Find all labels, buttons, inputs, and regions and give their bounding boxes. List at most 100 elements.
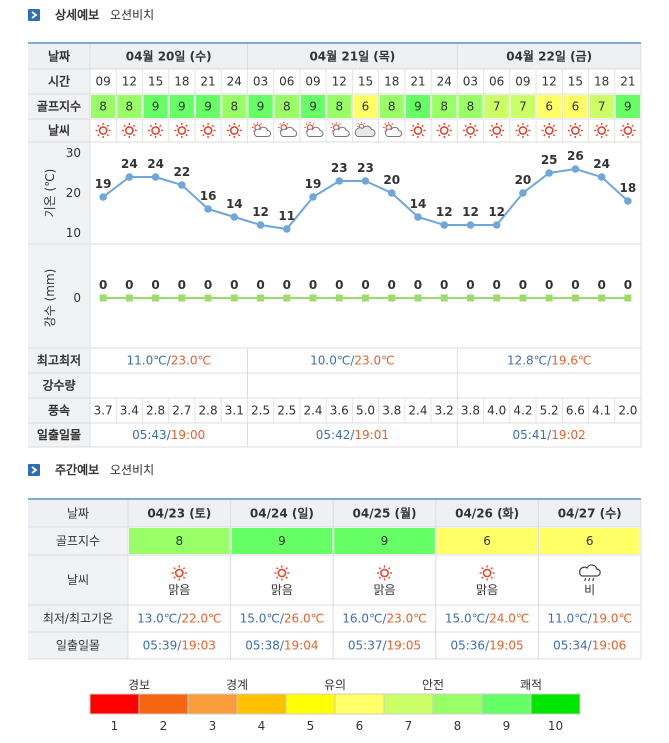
- high-value: 19:00: [171, 428, 206, 442]
- point: [361, 177, 370, 185]
- low-value: 15.0℃: [445, 612, 485, 626]
- wind-speed: 2.5: [251, 404, 270, 418]
- legend-group: 쾌적: [520, 678, 542, 692]
- sunrise-sunset: 05:41/19:02: [513, 428, 586, 442]
- header-row: [28, 500, 641, 527]
- point: [440, 221, 449, 229]
- value-label: 20: [515, 173, 532, 187]
- weather-icon: [331, 122, 350, 137]
- wind-speed: 2.4: [303, 404, 322, 418]
- weather-icon: [567, 122, 584, 139]
- golf-cell: [589, 95, 614, 118]
- wind-speed: 2.4: [408, 404, 427, 418]
- min-max-temp: 11.0℃/19.0℃: [547, 612, 631, 626]
- golf-cell: [231, 528, 333, 554]
- golf-cell: [327, 95, 352, 118]
- value-label: 0: [545, 278, 553, 292]
- point: [466, 294, 474, 302]
- high-value: 19:01: [354, 428, 389, 442]
- day-header: 04월 20일 (수): [126, 49, 212, 64]
- wind-speed: 2.5: [277, 404, 296, 418]
- point: [283, 294, 291, 302]
- wind-speed: 5.2: [540, 404, 559, 418]
- high-value: 19:02: [551, 428, 586, 442]
- value-label: 26: [567, 149, 584, 163]
- legend-swatch: [530, 693, 581, 715]
- point: [571, 294, 579, 302]
- weather-icon: [462, 122, 479, 139]
- weather-text: 맑음: [271, 583, 293, 597]
- min-max-temp: 10.0℃/23.0℃: [310, 354, 394, 368]
- separator: /: [588, 612, 593, 626]
- golf-index: 7: [519, 100, 527, 114]
- point: [597, 173, 606, 181]
- golf-cell: [615, 95, 640, 118]
- value-label: 0: [466, 278, 474, 292]
- golf-cell: [563, 95, 588, 118]
- time-label: 18: [174, 75, 189, 89]
- weather-icon: [199, 122, 217, 139]
- value-label: 0: [151, 278, 159, 292]
- golf-index: 9: [204, 100, 212, 114]
- value-label: 0: [335, 278, 343, 292]
- value-label: 0: [125, 278, 133, 292]
- point: [204, 205, 212, 213]
- weather-icon: [226, 122, 243, 139]
- high-value: 23.0℃: [387, 612, 427, 626]
- weather-text: 맑음: [168, 583, 190, 597]
- point: [125, 294, 133, 302]
- value-label: 24: [593, 157, 610, 171]
- point: [440, 294, 448, 302]
- value-label: 0: [361, 278, 369, 292]
- point: [178, 181, 186, 189]
- separator: /: [382, 639, 387, 653]
- low-value: 12.8℃: [507, 354, 547, 368]
- golf-cell: [334, 528, 435, 554]
- legend-level: 6: [356, 719, 364, 733]
- day-header: 04/24 (일): [250, 507, 314, 521]
- time-label: 21: [620, 75, 635, 89]
- weather-text: 비: [584, 583, 595, 597]
- point: [99, 294, 107, 302]
- high-value: 19.6℃: [551, 354, 591, 368]
- point: [99, 193, 107, 201]
- low-value: 05:43: [132, 428, 167, 442]
- low-value: 05:37: [348, 639, 383, 653]
- low-value: 05:34: [553, 639, 588, 653]
- golf-index: 8: [230, 100, 238, 114]
- legend-level: 9: [503, 719, 511, 733]
- wind-speed: 2.7: [172, 404, 191, 418]
- weather-icon: [94, 122, 112, 139]
- legend-level: 8: [454, 719, 462, 733]
- value-label: 23: [357, 161, 374, 175]
- point: [414, 294, 422, 302]
- sunrise-sunset: 05:42/19:01: [316, 428, 389, 442]
- separator: /: [350, 428, 355, 442]
- legend-swatch: [334, 693, 385, 715]
- legend-group: 경계: [226, 678, 248, 692]
- wind-speed: 2.8: [146, 404, 165, 418]
- value-label: 0: [597, 278, 605, 292]
- high-value: 24.0℃: [489, 612, 529, 626]
- golf-index: 9: [381, 534, 389, 548]
- value-label: 24: [121, 157, 138, 171]
- wind-speed: 2.0: [618, 404, 637, 418]
- weather-icon: [619, 122, 637, 139]
- row-label: 일출일몰: [56, 639, 100, 653]
- point: [309, 193, 317, 201]
- weather-icon: [478, 564, 496, 582]
- separator: /: [280, 612, 285, 626]
- sunrise-sunset: 05:36/19:05: [450, 639, 523, 653]
- weather-text: 맑음: [373, 583, 395, 597]
- low-value: 16.0℃: [342, 612, 382, 626]
- day-header: 04월 21일 (목): [309, 49, 395, 64]
- golf-index: 9: [178, 100, 186, 114]
- weather-icon: [578, 564, 601, 582]
- point: [230, 294, 238, 302]
- high-value: 19:04: [284, 639, 319, 653]
- point: [492, 221, 501, 229]
- golf-index: 6: [483, 534, 491, 548]
- time-label: 15: [568, 75, 583, 89]
- point: [256, 221, 265, 229]
